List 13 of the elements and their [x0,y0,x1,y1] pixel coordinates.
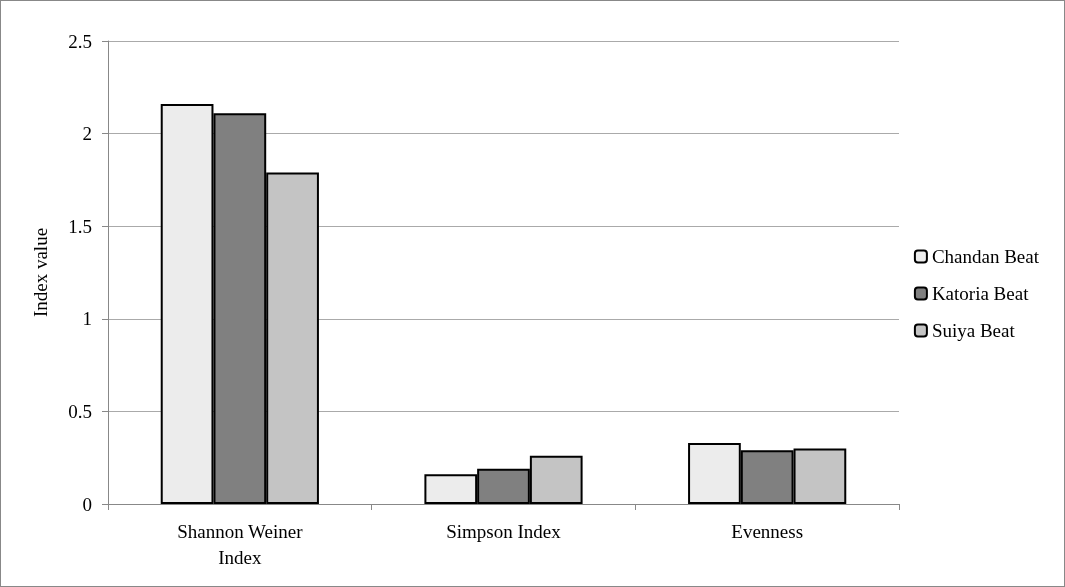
y-axis-title: Index value [30,227,51,318]
y-tick-label: 1 [82,308,92,330]
x-tick-label: Shannon Weiner Index [177,520,304,568]
y-tick-label: 2.5 [68,30,92,52]
y-tick-label: 2 [82,123,92,145]
legend-label: Suiya Beat [931,320,1016,341]
legend-label: Chandan Beat [931,246,1040,267]
y-tick-label: 1.5 [68,215,92,237]
y-tick-label: 0.5 [68,400,92,422]
y-tick-label: 0 [82,493,92,515]
x-tick-label: Simpson Index [446,520,562,542]
x-tick-label: Evenness [731,520,804,542]
legend-label: Katoria Beat [931,283,1030,304]
